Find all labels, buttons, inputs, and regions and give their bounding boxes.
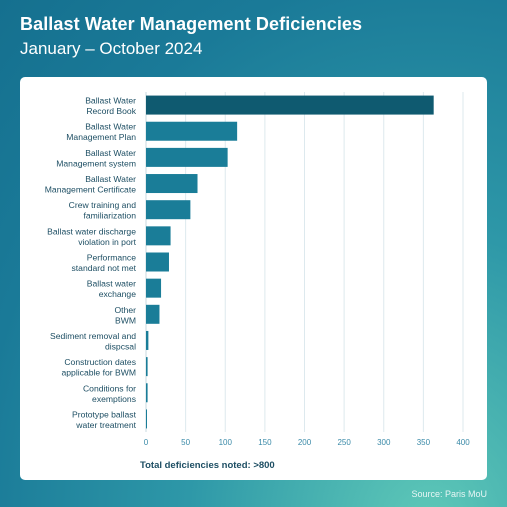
category-label-line: Ballast Water <box>85 96 136 106</box>
bar <box>146 226 171 246</box>
category-label-line: Crew training and <box>69 200 137 210</box>
category-label-line: water treatment <box>75 420 136 430</box>
category-label: Prototype ballast water treatment <box>72 409 137 430</box>
source-credit: Source: Paris MoU <box>411 489 487 499</box>
category-label-line: Record Book <box>86 106 136 116</box>
bar <box>146 95 434 115</box>
bar <box>146 121 238 141</box>
category-label-line: violation in port <box>78 237 136 247</box>
category-label-line: exchange <box>99 289 136 299</box>
category-label: Ballast water discharge violation in port <box>47 226 136 247</box>
category-label: Construction dates applicable for BWM <box>61 357 136 378</box>
x-tick-label: 200 <box>298 438 312 447</box>
category-label: Sediment removal and dispcsal <box>50 331 136 352</box>
category-label-line: Management Certificate <box>45 185 136 195</box>
bar <box>146 330 149 350</box>
bar <box>146 357 148 377</box>
category-label-line: Ballast water discharge <box>47 226 136 236</box>
x-tick-label: 100 <box>219 438 233 447</box>
category-label: Ballast Water Record Book <box>85 96 136 117</box>
category-label-line: Prototype ballast <box>72 409 137 419</box>
category-label-line: exemptions <box>92 394 136 404</box>
x-tick-label: 150 <box>258 438 272 447</box>
category-label: Crew training and familiarization <box>69 200 137 221</box>
chart-title: Ballast Water Management Deficiencies <box>20 14 363 34</box>
category-label-line: dispcsal <box>105 341 136 351</box>
total-deficiencies-note: Total deficiencies noted: >800 <box>140 460 275 471</box>
category-label-line: Construction dates <box>64 357 136 367</box>
category-label-line: Conditions for <box>83 383 136 393</box>
x-tick-label: 300 <box>377 438 391 447</box>
x-tick-label: 0 <box>144 438 149 447</box>
category-label: Ballast Water Management Certificate <box>45 174 136 195</box>
bar <box>146 147 228 167</box>
category-label: Ballast Water Management system <box>56 148 136 169</box>
x-tick-label: 400 <box>456 438 470 447</box>
chart-card <box>20 77 487 480</box>
category-label-line: Performance <box>87 253 136 263</box>
category-label-line: standard not met <box>72 263 137 273</box>
chart-subtitle: January – October 2024 <box>20 39 203 58</box>
bar <box>146 174 198 194</box>
bar <box>146 278 162 298</box>
category-label-line: applicable for BWM <box>61 368 136 378</box>
bar <box>146 383 148 403</box>
x-tick-label: 350 <box>417 438 431 447</box>
x-tick-label: 250 <box>337 438 351 447</box>
bar <box>146 304 160 324</box>
category-label-line: Management system <box>56 158 136 168</box>
bar <box>146 200 191 220</box>
category-label: Conditions for exemptions <box>83 383 136 404</box>
category-label-line: familiarization <box>83 211 136 221</box>
category-label-line: Ballast Water <box>85 174 136 184</box>
bar <box>146 252 169 272</box>
category-label: Other BWM <box>115 305 137 326</box>
category-label-line: Ballast Water <box>85 122 136 132</box>
category-label-line: Management Plan <box>66 132 136 142</box>
category-label-line: BWM <box>115 315 136 325</box>
category-label: Ballast Water Management Plan <box>66 122 136 143</box>
category-label-line: Other <box>115 305 137 315</box>
category-label: Performance standard not met <box>72 253 137 274</box>
category-label-line: Ballast Water <box>85 148 136 158</box>
x-tick-label: 50 <box>181 438 190 447</box>
category-label-line: Ballast water <box>87 279 136 289</box>
category-label-line: Sediment removal and <box>50 331 136 341</box>
bar <box>146 409 147 429</box>
category-label: Ballast water exchange <box>87 279 136 300</box>
